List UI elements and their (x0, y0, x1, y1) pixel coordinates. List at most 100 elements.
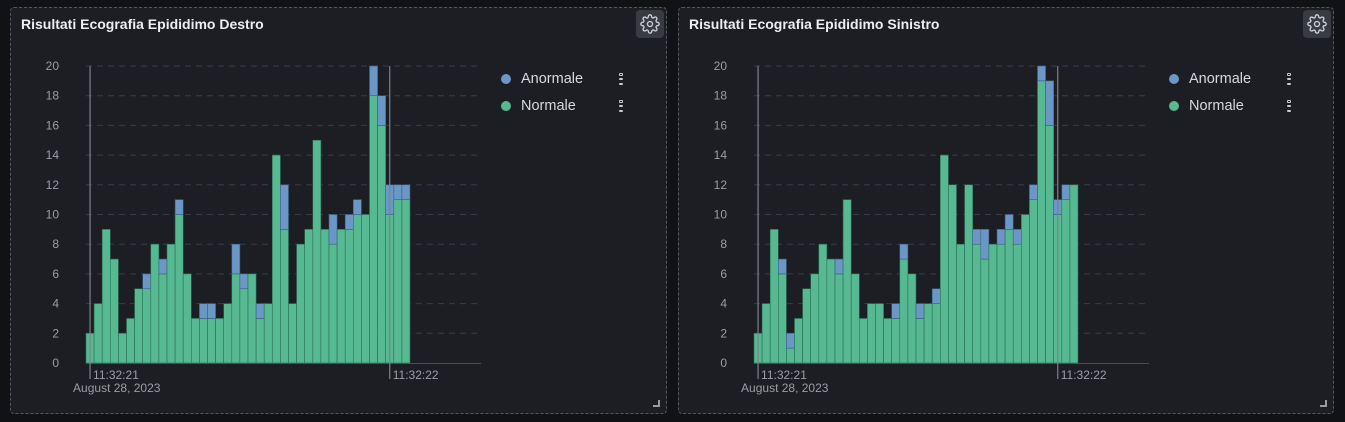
bar-normale[interactable] (891, 318, 901, 364)
bar-normale[interactable] (818, 243, 828, 364)
bar-normale[interactable] (296, 243, 306, 364)
bar-anormale[interactable] (1037, 65, 1046, 82)
bar-normale[interactable] (923, 303, 933, 364)
bar-normale[interactable] (875, 303, 884, 364)
bar-normale[interactable] (263, 303, 273, 364)
bar-anormale[interactable] (174, 199, 184, 215)
bar-anormale[interactable] (1045, 80, 1055, 126)
bar-anormale[interactable] (239, 273, 249, 290)
bar-normale[interactable] (769, 229, 779, 364)
bar-normale[interactable] (1045, 125, 1055, 364)
bar-normale[interactable] (101, 229, 111, 364)
bar-normale[interactable] (150, 243, 160, 364)
bar-normale[interactable] (859, 318, 868, 364)
bar-normale[interactable] (166, 243, 176, 364)
bar-normale[interactable] (939, 154, 949, 364)
legend-item-normale[interactable]: Normale (1169, 92, 1291, 119)
resize-handle[interactable] (1320, 400, 1327, 407)
bar-normale[interactable] (320, 229, 330, 364)
bar-normale[interactable] (948, 184, 957, 364)
bar-normale[interactable] (1029, 199, 1038, 364)
bar-anormale[interactable] (393, 184, 403, 200)
bar-normale[interactable] (850, 273, 860, 364)
bar-normale[interactable] (118, 332, 127, 364)
bar-normale[interactable] (867, 303, 876, 364)
bar-normale[interactable] (288, 303, 297, 364)
bar-anormale[interactable] (1061, 184, 1071, 200)
bar-anormale[interactable] (1029, 184, 1038, 200)
bar-anormale[interactable] (142, 273, 152, 290)
bar-anormale[interactable] (352, 199, 362, 215)
bar-anormale[interactable] (207, 303, 216, 319)
bar-normale[interactable] (980, 258, 990, 364)
bar-normale[interactable] (761, 303, 771, 364)
bar-normale[interactable] (377, 125, 387, 364)
bar-normale[interactable] (280, 229, 289, 364)
bar-normale[interactable] (352, 214, 362, 364)
bar-normale[interactable] (223, 303, 233, 364)
bar-normale[interactable] (336, 229, 346, 364)
bar-anormale[interactable] (1004, 214, 1014, 230)
bar-normale[interactable] (931, 303, 941, 364)
bar-normale[interactable] (956, 243, 965, 364)
bar-anormale[interactable] (280, 184, 289, 230)
bar-normale[interactable] (907, 273, 917, 364)
bar-anormale[interactable] (980, 229, 990, 260)
bar-anormale[interactable] (328, 214, 338, 245)
bar-anormale[interactable] (344, 214, 354, 230)
bar-normale[interactable] (1037, 80, 1046, 364)
bar-anormale[interactable] (915, 303, 925, 319)
bar-normale[interactable] (215, 318, 225, 364)
bar-normale[interactable] (1020, 214, 1030, 364)
bar-anormale[interactable] (401, 184, 411, 200)
more-options-icon[interactable] (1287, 100, 1291, 112)
bar-normale[interactable] (271, 154, 281, 364)
bar-normale[interactable] (134, 288, 143, 364)
bar-anormale[interactable] (1012, 229, 1022, 245)
bar-anormale[interactable] (899, 243, 909, 260)
bar-normale[interactable] (344, 229, 354, 364)
bar-normale[interactable] (328, 243, 338, 364)
bar-normale[interactable] (1061, 199, 1071, 364)
bar-anormale[interactable] (369, 65, 378, 97)
bar-normale[interactable] (247, 273, 257, 364)
bar-normale[interactable] (369, 95, 378, 364)
bar-normale[interactable] (126, 318, 135, 364)
bar-normale[interactable] (142, 288, 152, 364)
bar-normale[interactable] (304, 229, 314, 364)
bar-normale[interactable] (174, 214, 184, 364)
bar-anormale[interactable] (996, 229, 1006, 245)
bar-normale[interactable] (964, 184, 974, 364)
bar-normale[interactable] (778, 273, 787, 364)
bar-anormale[interactable] (377, 95, 387, 126)
bar-normale[interactable] (842, 199, 852, 364)
bar-normale[interactable] (996, 243, 1006, 364)
more-options-icon[interactable] (619, 100, 623, 112)
bar-normale[interactable] (93, 303, 103, 364)
bar-normale[interactable] (1004, 229, 1014, 364)
legend-item-normale[interactable]: Normale (501, 92, 623, 119)
bar-normale[interactable] (1012, 243, 1022, 364)
bar-normale[interactable] (182, 273, 192, 364)
bar-normale[interactable] (883, 318, 893, 364)
bar-normale[interactable] (191, 318, 200, 364)
legend-item-anormale[interactable]: Anormale (1169, 65, 1291, 92)
bar-anormale[interactable] (158, 258, 168, 275)
bar-normale[interactable] (231, 273, 241, 364)
bar-anormale[interactable] (786, 332, 795, 349)
bar-normale[interactable] (786, 347, 795, 364)
bar-anormale[interactable] (972, 229, 982, 245)
bar-anormale[interactable] (199, 303, 208, 319)
bar-normale[interactable] (1069, 184, 1079, 364)
bar-normale[interactable] (810, 273, 820, 364)
bar-normale[interactable] (988, 243, 998, 364)
settings-button[interactable] (1303, 10, 1331, 38)
bar-normale[interactable] (972, 243, 982, 364)
bar-normale[interactable] (834, 273, 844, 364)
resize-handle[interactable] (653, 400, 660, 407)
bar-anormale[interactable] (931, 288, 941, 304)
more-options-icon[interactable] (1287, 73, 1291, 85)
bar-normale[interactable] (393, 199, 403, 364)
settings-button[interactable] (636, 10, 664, 38)
bar-normale[interactable] (312, 139, 322, 364)
